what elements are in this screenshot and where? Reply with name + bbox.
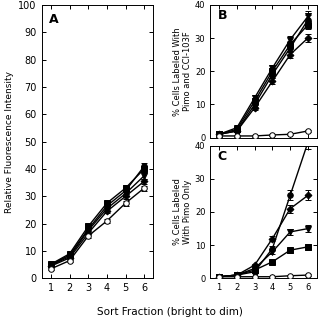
Text: C: C: [218, 149, 227, 163]
Text: A: A: [49, 13, 59, 26]
Y-axis label: % Cells Labeled With
Pimo and CCI-103F: % Cells Labeled With Pimo and CCI-103F: [172, 27, 192, 116]
Text: B: B: [218, 9, 227, 22]
Text: Sort Fraction (bright to dim): Sort Fraction (bright to dim): [97, 307, 243, 317]
Y-axis label: % Cells Labeled
With Pimo Only: % Cells Labeled With Pimo Only: [172, 179, 192, 245]
Y-axis label: Relative Fluorescence Intensity: Relative Fluorescence Intensity: [5, 71, 14, 212]
